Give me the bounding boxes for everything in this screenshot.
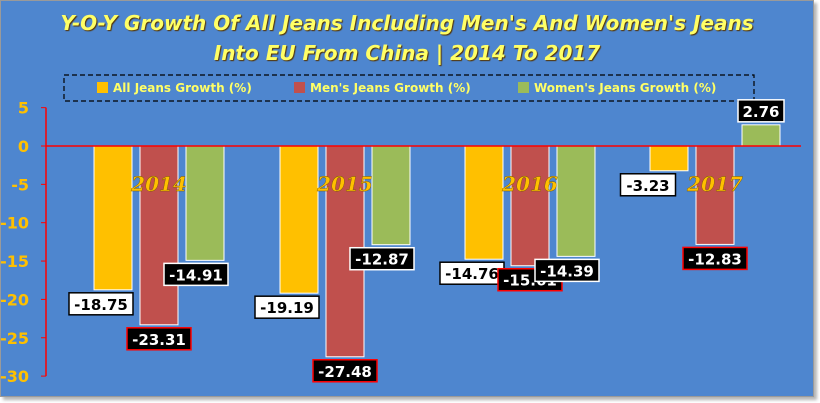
data-label: -14.39 [540,262,594,280]
legend-label: All Jeans Growth (%) [113,81,252,95]
category-label: 2015 [316,172,373,196]
bar [741,124,781,147]
y-tick-label: 0 [18,137,29,156]
bar [695,145,735,245]
data-label-box [254,295,320,319]
data-label-box [619,173,677,197]
y-tick-label: -20 [1,290,29,309]
y-tick-label: -5 [11,175,29,194]
data-label: -3.23 [626,177,669,195]
bar [93,145,133,291]
bar [510,145,550,267]
bar-chart: All Jeans Growth (%) Men's Jeans Growth (… [1,74,801,386]
data-label: -27.48 [318,363,372,381]
data-label: -23.31 [132,331,186,349]
data-label: -12.83 [688,250,742,268]
bar [371,145,411,246]
data-label-box [68,292,134,316]
legend-swatch [294,82,305,93]
y-tick-label: 5 [18,99,29,118]
data-label: -18.75 [74,296,128,314]
category-label: 2017 [686,172,743,196]
data-label-box [312,359,378,383]
category-label: 2016 [501,172,558,196]
data-label: -12.87 [355,251,409,269]
legend-label: Men's Jeans Growth (%) [310,81,471,95]
y-tick-label: -30 [1,367,29,386]
data-label: -14.76 [445,265,499,283]
data-label: -14.91 [169,266,223,284]
data-label-box [163,262,229,287]
y-tick-label: -25 [1,329,29,348]
legend-swatch [97,82,108,93]
bar [464,145,504,260]
bar [279,145,319,294]
data-label: 2.76 [742,103,779,121]
data-label: -19.19 [260,299,314,317]
data-label-box [349,246,415,271]
y-tick-label: -15 [1,252,29,271]
bar [556,145,596,257]
legend-swatch [518,82,529,93]
y-tick-label: -10 [1,214,29,233]
bar [185,145,225,261]
data-label-box [737,99,785,123]
chart-title-line-1: Y-O-Y Growth Of All Jeans Including Men'… [60,11,754,35]
legend-box [63,74,755,102]
bar [649,145,689,172]
data-label-box [126,327,192,351]
bar [139,145,179,326]
legend-label: Women's Jeans Growth (%) [534,81,716,95]
chart-frame: Y-O-Y Growth Of All Jeans Including Men'… [0,0,814,397]
category-label: 2014 [130,172,187,196]
chart-title-line-2: Into EU From China | 2014 To 2017 [213,41,601,65]
data-label-box [534,258,600,283]
data-label-box [682,246,748,271]
